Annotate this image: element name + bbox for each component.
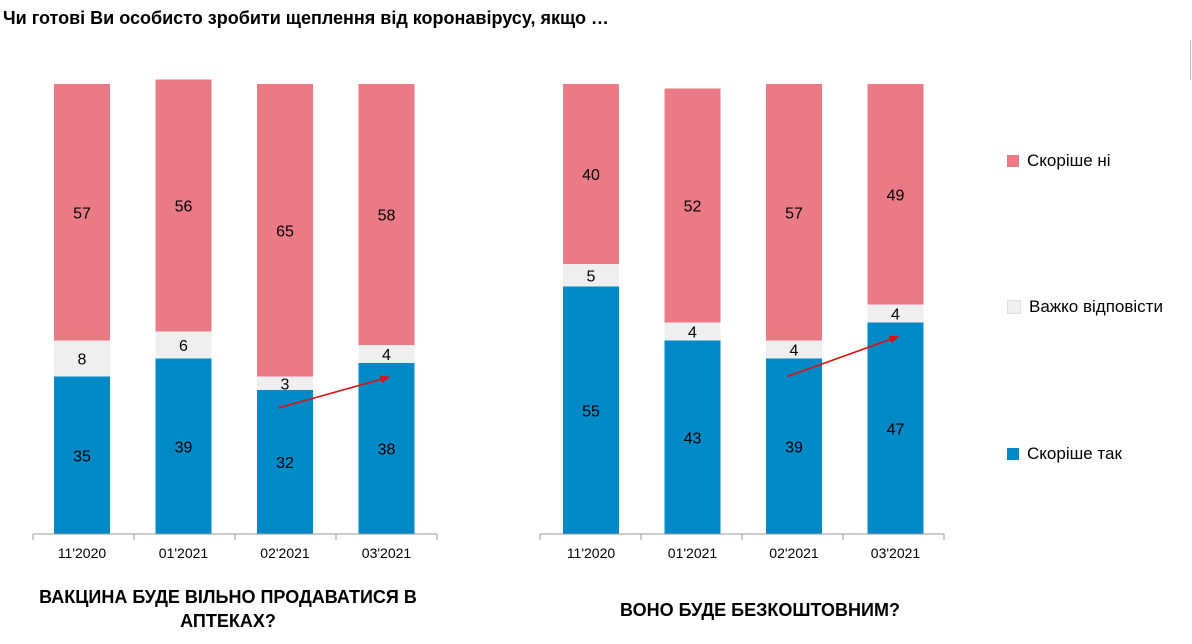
x-tick-label-1-3: 03'2021	[871, 545, 921, 561]
bar-segment-hard-0-0	[54, 340, 110, 377]
bar-segment-yes-1-2	[766, 358, 822, 534]
x-tick-label-0-2: 02'2021	[260, 545, 310, 561]
data-label-yes-1-0: 55	[582, 403, 600, 420]
bar-segment-no-1-1	[664, 88, 721, 323]
bar-segment-no-0-1	[155, 79, 212, 332]
trend-arrow-0	[278, 375, 391, 409]
bar-segment-no-1-3	[867, 84, 924, 305]
data-label-yes-1-3: 47	[887, 421, 905, 438]
bar-segment-no-1-0	[563, 84, 619, 264]
data-label-yes-1-2: 39	[785, 439, 803, 456]
legend-swatch-yes	[1007, 448, 1019, 460]
data-label-hard-1-1: 4	[688, 325, 697, 342]
legend-item-no: Скоріше ні	[1007, 150, 1111, 172]
data-label-no-0-2: 65	[276, 223, 294, 240]
data-label-hard-0-2: 3	[281, 376, 290, 393]
data-label-yes-0-0: 35	[73, 448, 91, 465]
data-label-hard-1-0: 5	[587, 268, 596, 285]
data-label-no-0-3: 58	[378, 208, 396, 225]
bar-segment-yes-0-1	[155, 358, 212, 534]
bar-segment-yes-1-1	[664, 340, 721, 534]
legend-label-hard: Важко відповісти	[1029, 297, 1163, 316]
data-label-yes-0-3: 38	[378, 442, 396, 459]
data-label-yes-0-1: 39	[175, 439, 193, 456]
legend-item-hard: Важко відповісти	[1007, 296, 1163, 318]
data-label-no-1-2: 57	[785, 205, 803, 222]
data-label-hard-1-3: 4	[891, 307, 900, 324]
chart-title: Чи готові Ви особисто зробити щеплення в…	[3, 8, 609, 28]
bar-segment-yes-0-0	[54, 376, 110, 534]
legend-swatch-hard	[1007, 300, 1021, 314]
data-label-hard-0-0: 8	[78, 352, 87, 369]
legend-label-no: Скоріше ні	[1027, 151, 1111, 170]
bar-segment-hard-0-1	[155, 331, 212, 359]
x-tick-label-1-0: 11'2020	[567, 545, 616, 561]
x-tick-label-0-0: 11'2020	[58, 545, 107, 561]
bar-segment-no-0-0	[54, 84, 110, 341]
legend-swatch-no	[1007, 155, 1019, 167]
trend-arrow-1	[787, 335, 900, 378]
bar-segment-yes-0-2	[257, 390, 313, 534]
bar-segment-hard-1-1	[664, 322, 721, 341]
chart-subtitle-free: ВОНО БУДЕ БЕЗКОШТОВНИМ?	[620, 600, 900, 620]
x-tick-label-0-3: 03'2021	[362, 545, 412, 561]
bar-segment-yes-1-3	[867, 322, 924, 534]
data-label-yes-1-1: 43	[684, 430, 702, 447]
bar-segment-hard-1-2	[766, 340, 822, 359]
bar-segment-hard-0-3	[358, 345, 415, 363]
bar-segment-no-0-2	[257, 84, 313, 377]
bar-segment-yes-0-3	[358, 363, 415, 534]
bar-segment-no-0-3	[358, 84, 415, 345]
x-tick-label-1-2: 02'2021	[769, 545, 819, 561]
data-label-no-0-1: 56	[175, 199, 193, 216]
frame-edge-line	[1190, 40, 1191, 80]
x-tick-label-0-1: 01'2021	[159, 545, 209, 561]
bar-segment-hard-1-0	[563, 264, 619, 287]
chart-panel-vaccine-free: 5554011'20204345201'20213945702'20214744…	[539, 84, 945, 561]
chart-subtitle-pharmacies: ВАКЦИНА БУДЕ ВІЛЬНО ПРОДАВАТИСЯ В АПТЕКА…	[39, 587, 417, 631]
legend-label-yes: Скоріше так	[1027, 444, 1122, 463]
data-label-hard-1-2: 4	[790, 343, 799, 360]
data-label-hard-0-1: 6	[179, 338, 188, 355]
bar-segment-yes-1-0	[563, 286, 619, 534]
data-label-no-1-0: 40	[582, 167, 600, 184]
x-tick-label-1-1: 01'2021	[668, 545, 718, 561]
data-label-no-1-3: 49	[887, 187, 905, 204]
data-label-hard-0-3: 4	[382, 347, 391, 364]
data-label-yes-0-2: 32	[276, 455, 294, 472]
bar-segment-hard-0-2	[257, 376, 313, 390]
bar-segment-no-1-2	[766, 84, 822, 341]
chart-panel-vaccine-pharmacies: 35 8 57 11'2020 39 6 56 01'2021 32 3 65 02'2021 38 4 5…	[32, 79, 438, 561]
data-label-no-1-1: 52	[684, 199, 702, 216]
data-label-no-0-0: 57	[73, 205, 91, 222]
legend-item-yes: Скоріше так	[1007, 443, 1122, 465]
bar-segment-hard-1-3	[867, 304, 924, 323]
